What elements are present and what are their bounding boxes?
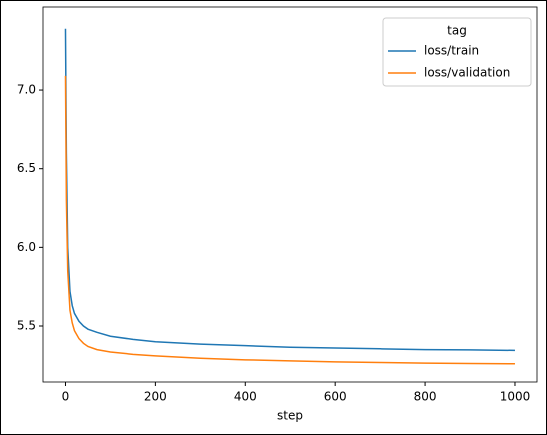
- y-tick-label: 7.0: [17, 83, 36, 97]
- series-line: [64, 28, 515, 352]
- series-line: [64, 75, 515, 365]
- y-tick-label: 5.5: [17, 319, 36, 333]
- x-tick-label: 0: [62, 390, 70, 404]
- x-axis-label: step: [277, 409, 303, 423]
- plot-frame: [42, 6, 538, 383]
- y-tick-label: 6.5: [17, 161, 36, 175]
- legend-box: [382, 17, 532, 87]
- y-tick-label: 6.0: [17, 240, 36, 254]
- x-tick-label: 400: [234, 390, 257, 404]
- x-tick-label: 1000: [500, 390, 531, 404]
- x-tick-label: 800: [414, 390, 437, 404]
- legend-label: loss/validation: [424, 66, 510, 80]
- x-tick-label: 200: [144, 390, 167, 404]
- legend-label: loss/train: [424, 44, 479, 58]
- x-tick-label: 600: [324, 390, 347, 404]
- legend-title: tag: [447, 24, 467, 38]
